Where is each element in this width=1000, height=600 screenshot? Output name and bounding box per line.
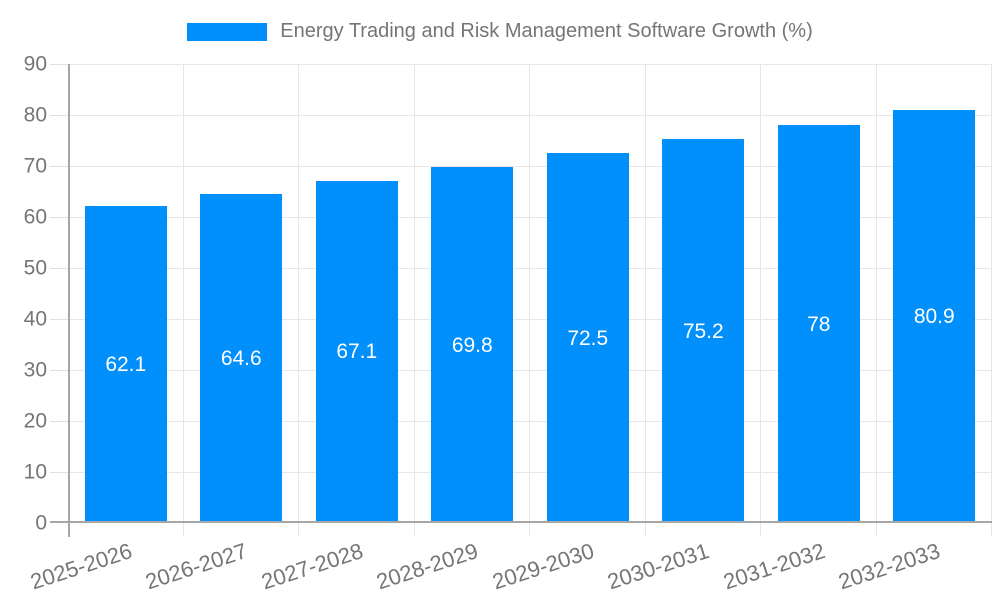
bar-value-label: 67.1 [336, 340, 378, 364]
bars-layer: 62.1 64.6 67.1 69.8 72.5 75.2 78 80.9 [68, 64, 992, 523]
h-gridline [68, 472, 992, 474]
h-gridline [68, 370, 992, 372]
bar-value-label: 72.5 [567, 326, 609, 350]
y-axis-tick [50, 217, 68, 219]
bar[interactable]: 78 [777, 125, 860, 523]
bar-cell: 64.6 [184, 64, 300, 523]
bar-value-label: 80.9 [913, 305, 955, 329]
bar[interactable]: 75.2 [662, 139, 745, 523]
v-gridline [298, 64, 299, 536]
y-axis-tick-label: 60 [23, 205, 47, 229]
y-axis-tick [50, 166, 68, 167]
legend-series-label: Energy Trading and Risk Management Softw… [280, 20, 813, 42]
h-gridline [68, 319, 992, 321]
y-axis-tick [50, 64, 68, 65]
bar-cell: 75.2 [646, 64, 762, 523]
bar-value-label: 62.1 [105, 353, 147, 377]
bar[interactable]: 72.5 [546, 153, 629, 523]
y-axis-tick [50, 268, 68, 269]
h-gridline [68, 166, 992, 167]
bar-cell: 80.9 [877, 64, 993, 523]
y-axis-labels: 0 10 20 30 40 50 60 70 80 90 [0, 0, 47, 600]
y-axis-tick-label: 40 [23, 307, 47, 331]
x-axis-tick-label: 2026-2027 [142, 538, 251, 595]
x-axis-tick-label: 2027-2028 [258, 538, 366, 595]
plot-area: 62.1 64.6 67.1 69.8 72.5 75.2 78 80.9 [50, 64, 992, 536]
h-gridline [68, 217, 992, 219]
h-gridline [68, 421, 992, 423]
bar-cell: 67.1 [299, 64, 415, 523]
bar-value-label: 69.8 [451, 333, 493, 357]
v-gridline [644, 64, 646, 536]
v-gridline [529, 64, 530, 536]
bar[interactable]: 69.8 [431, 167, 514, 523]
bar[interactable]: 80.9 [893, 110, 976, 523]
x-axis-tick-label: 2028-2029 [373, 538, 482, 595]
y-axis-tick-label: 50 [23, 256, 47, 280]
y-axis-tick-label: 90 [23, 52, 47, 76]
y-axis-tick-label: 80 [23, 103, 47, 127]
bar[interactable]: 67.1 [315, 180, 398, 523]
y-axis-line [68, 64, 70, 537]
v-gridline [991, 64, 992, 536]
y-axis-tick [50, 115, 68, 117]
v-gridline [760, 64, 761, 536]
bar-value-label: 64.6 [220, 346, 262, 370]
x-axis-tick-label: 2029-2030 [489, 538, 597, 595]
chart-legend[interactable]: Energy Trading and Risk Management Softw… [0, 20, 1000, 43]
y-axis-tick-label: 20 [23, 409, 47, 433]
bar-value-label: 75.2 [682, 319, 724, 343]
x-axis-tick-label: 2031-2032 [720, 538, 828, 595]
bar-value-label: 78 [807, 312, 831, 336]
bar-cell: 72.5 [530, 64, 646, 523]
v-gridline [182, 64, 184, 536]
v-gridline [875, 64, 877, 536]
h-gridline [68, 64, 992, 65]
h-gridline [68, 115, 992, 117]
y-axis-tick [50, 421, 68, 423]
y-axis-tick-label: 70 [23, 154, 47, 178]
v-gridline [413, 64, 415, 536]
y-axis-tick-label: 0 [35, 511, 47, 535]
bar[interactable]: 62.1 [84, 206, 167, 523]
y-axis-tick-label: 30 [23, 358, 47, 382]
x-axis-line [50, 521, 992, 523]
bar[interactable]: 64.6 [200, 193, 283, 523]
h-gridline [68, 268, 992, 269]
y-axis-tick-label: 10 [23, 460, 47, 484]
bar-cell: 78 [761, 64, 877, 523]
legend-swatch-icon [187, 22, 268, 41]
y-axis-tick [50, 472, 68, 474]
bar-cell: 69.8 [415, 64, 531, 523]
y-axis-tick [50, 319, 68, 321]
y-axis-tick [50, 370, 68, 372]
x-axis-tick-label: 2032-2033 [835, 538, 944, 595]
x-axis-tick-label: 2030-2031 [604, 538, 713, 595]
bar-cell: 62.1 [68, 64, 184, 523]
